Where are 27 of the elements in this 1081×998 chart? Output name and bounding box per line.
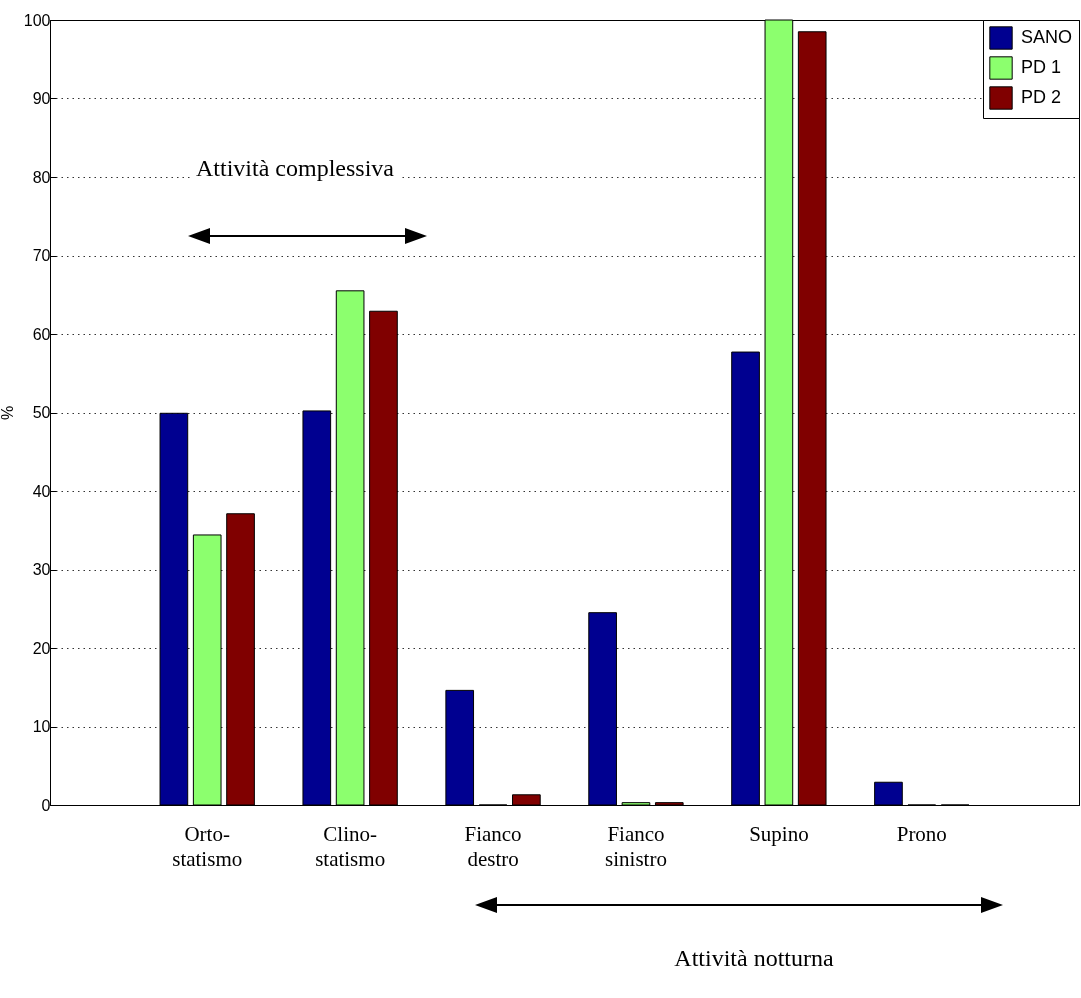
- bar: [874, 781, 903, 806]
- y-axis-title: %: [0, 405, 16, 421]
- x-tick-label: Supino: [749, 821, 809, 846]
- y-tick-label: 70: [32, 247, 51, 264]
- y-tick-label: 30: [32, 561, 51, 578]
- y-tick-label: 40: [32, 482, 51, 500]
- y-tick-label: 50: [32, 404, 51, 421]
- y-tick-label: 80: [32, 168, 51, 186]
- y-tick-label: 0: [41, 796, 51, 814]
- legend-label: SANO: [1021, 27, 1073, 47]
- bar: [621, 802, 651, 806]
- bar: [512, 794, 541, 806]
- x-tick-label: Orto-statismo: [172, 821, 243, 871]
- y-tick-label: 20: [32, 639, 51, 657]
- annotation: Attività complessiva: [190, 155, 400, 182]
- y-tick-label: 10: [32, 718, 51, 735]
- y-tick-label: 90: [32, 90, 51, 107]
- bar: [654, 802, 684, 806]
- x-tick-label: Fianco sinistro: [605, 821, 667, 871]
- text: Attività notturna: [668, 945, 840, 972]
- x-tick-label: Clino-statismo: [315, 821, 386, 871]
- legend-label: PD 2: [1021, 87, 1062, 107]
- y-tick-label: 60: [32, 325, 51, 343]
- x-tick-label: Fianco destro: [464, 821, 522, 871]
- y-tick-label: 100: [23, 11, 51, 29]
- x-tick-label: Prono: [896, 821, 947, 846]
- legend-label: PD 1: [1021, 57, 1062, 77]
